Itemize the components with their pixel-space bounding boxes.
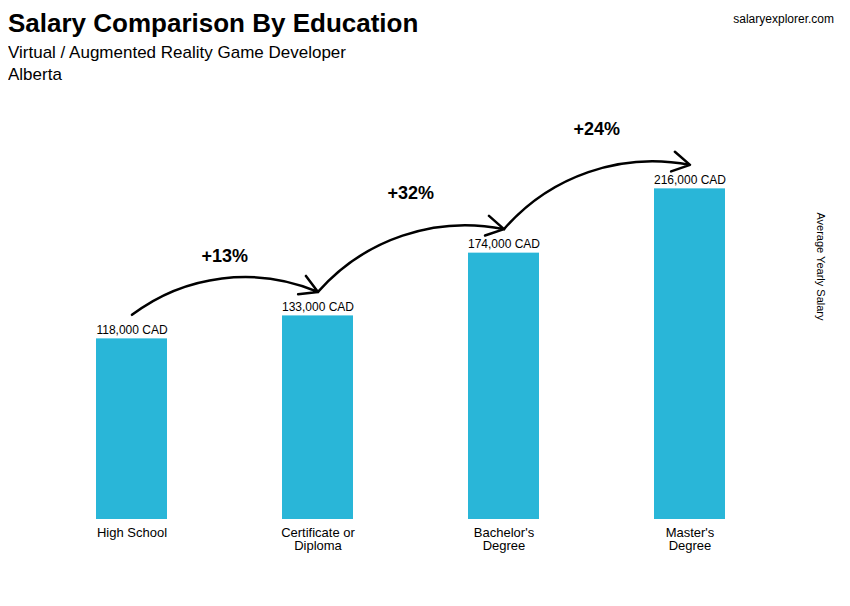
svg-text:Certificate orDiploma: Certificate orDiploma (281, 525, 355, 553)
svg-text:+24%: +24% (574, 119, 621, 139)
svg-text:+13%: +13% (202, 246, 249, 266)
html-text:salaryexplorer.com: salaryexplorer.com (733, 12, 834, 26)
html-text:Alberta: Alberta (8, 65, 62, 84)
svg-text:Average Yearly Salary: Average Yearly Salary (815, 212, 827, 321)
svg-text:Bachelor'sDegree: Bachelor'sDegree (474, 525, 535, 553)
svg-text:216,000 CAD: 216,000 CAD (654, 173, 726, 187)
svg-text:118,000 CAD: 118,000 CAD (96, 323, 167, 337)
svg-text:High School: High School (97, 525, 167, 540)
svg-text:174,000 CAD: 174,000 CAD (468, 237, 540, 251)
html-text:Salary Comparison By Education: Salary Comparison By Education (8, 8, 419, 38)
html-text:Virtual / Augmented Reality Ga: Virtual / Augmented Reality Game Develop… (8, 43, 346, 62)
svg-text:+32%: +32% (388, 183, 435, 203)
svg-text:Master'sDegree: Master'sDegree (666, 525, 715, 553)
svg-text:133,000 CAD: 133,000 CAD (282, 300, 354, 314)
